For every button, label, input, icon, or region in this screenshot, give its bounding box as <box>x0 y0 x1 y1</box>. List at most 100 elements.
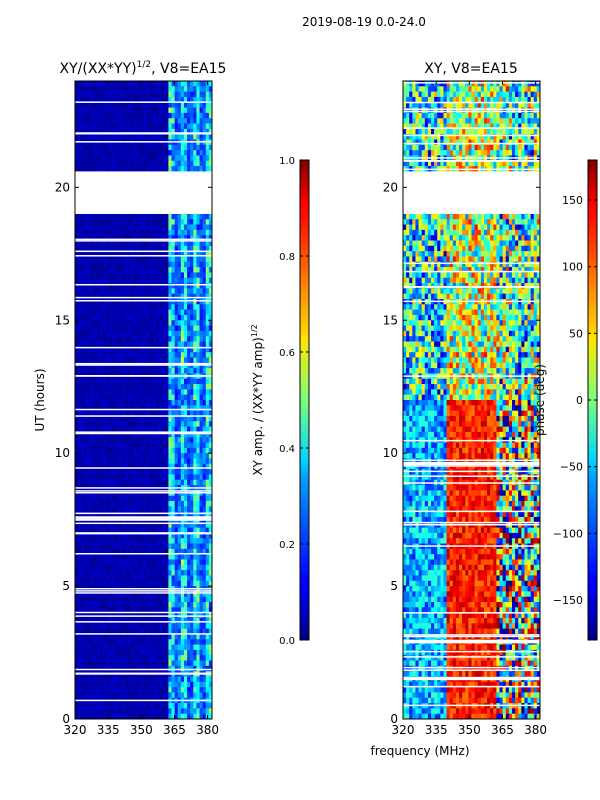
heat-cell <box>127 442 132 449</box>
heat-cell <box>84 112 88 119</box>
heat-cell <box>152 150 157 156</box>
heat-cell <box>205 86 210 93</box>
heat-cell <box>81 591 85 598</box>
heat-cell <box>162 330 166 337</box>
heat-cell <box>121 543 126 550</box>
heat-cell <box>183 580 188 587</box>
heat-cell <box>124 320 129 326</box>
heat-cell <box>159 368 163 374</box>
heat-cell <box>134 474 138 481</box>
heat-cell <box>93 676 98 683</box>
heat-cell <box>99 283 104 289</box>
heat-cell <box>93 554 98 560</box>
heat-cell <box>155 96 160 103</box>
heat-cell <box>115 128 119 135</box>
heat-cell <box>155 495 160 502</box>
heat-cell <box>99 213 104 220</box>
heat-cell <box>149 389 154 396</box>
missing-integration-line <box>75 673 212 675</box>
heat-cell <box>190 607 194 614</box>
heat-cell <box>84 713 88 719</box>
heat-cell <box>199 511 204 518</box>
heat-cell <box>143 261 148 268</box>
heat-cell <box>149 394 154 401</box>
heat-cell <box>208 495 212 502</box>
missing-integration-line <box>75 516 212 518</box>
heat-cell <box>134 96 138 103</box>
heat-cell <box>149 501 154 507</box>
heat-cell <box>183 713 188 719</box>
heat-cell <box>187 219 191 225</box>
heat-cell <box>149 96 154 103</box>
heat-cell <box>75 676 79 683</box>
heat-cell <box>168 703 172 709</box>
heat-cell <box>99 144 104 151</box>
heat-cell <box>131 687 135 693</box>
heat-cell <box>124 267 129 273</box>
heat-cell <box>187 309 191 316</box>
heat-cell <box>106 288 110 295</box>
heat-cell <box>78 543 82 550</box>
heat-cell <box>177 617 182 624</box>
heat-cell <box>106 235 110 241</box>
heat-cell <box>190 304 194 311</box>
heat-cell <box>121 283 126 289</box>
heat-cell <box>103 118 107 124</box>
heat-cell <box>75 357 79 364</box>
heat-cell <box>140 575 144 582</box>
heat-cell <box>112 394 116 401</box>
heat-cell <box>159 692 163 699</box>
heat-cell <box>183 240 188 247</box>
heat-cell <box>152 442 157 449</box>
heat-cell <box>99 431 104 438</box>
heat-cell <box>115 554 119 560</box>
heat-cell <box>190 128 194 135</box>
heat-cell <box>196 251 200 257</box>
heat-cell <box>84 96 88 103</box>
heat-cell <box>96 474 101 481</box>
heat-cell <box>140 256 144 263</box>
heat-cell <box>115 655 119 661</box>
heat-cell <box>96 575 101 582</box>
heat-cell <box>99 713 104 719</box>
heat-cell <box>75 681 79 688</box>
heat-cell <box>187 325 191 332</box>
heat-cell <box>162 389 166 396</box>
heat-cell <box>140 219 144 225</box>
heat-cell <box>171 368 176 374</box>
heat-cell <box>112 160 116 167</box>
heat-cell <box>152 166 157 172</box>
heat-cell <box>99 128 104 135</box>
heat-cell <box>103 261 107 268</box>
heat-cell <box>127 261 132 268</box>
heat-cell <box>84 123 88 130</box>
heat-cell <box>112 431 116 438</box>
heat-cell <box>81 368 85 374</box>
heat-cell <box>143 405 148 412</box>
heat-cell <box>146 676 151 683</box>
heat-cell <box>99 633 104 640</box>
heat-cell <box>171 607 176 614</box>
heat-cell <box>199 267 204 273</box>
heat-cell <box>168 501 172 507</box>
heat-cell <box>96 522 101 528</box>
heat-cell <box>180 548 185 555</box>
heat-cell <box>149 628 154 635</box>
heat-cell <box>103 681 107 688</box>
heat-cell <box>193 447 197 454</box>
heat-cell <box>90 501 95 507</box>
heat-cell <box>131 633 135 640</box>
heat-cell <box>134 123 138 130</box>
heat-cell <box>78 102 82 108</box>
heat-cell <box>149 283 154 289</box>
heat-cell <box>84 681 88 688</box>
heat-cell <box>196 479 200 486</box>
heat-cell <box>118 341 123 348</box>
heat-cell <box>180 288 185 295</box>
heat-cell <box>174 548 179 555</box>
heat-cell <box>202 144 207 151</box>
heat-cell <box>208 442 212 449</box>
heat-cell <box>78 532 82 539</box>
heat-cell <box>180 591 185 598</box>
